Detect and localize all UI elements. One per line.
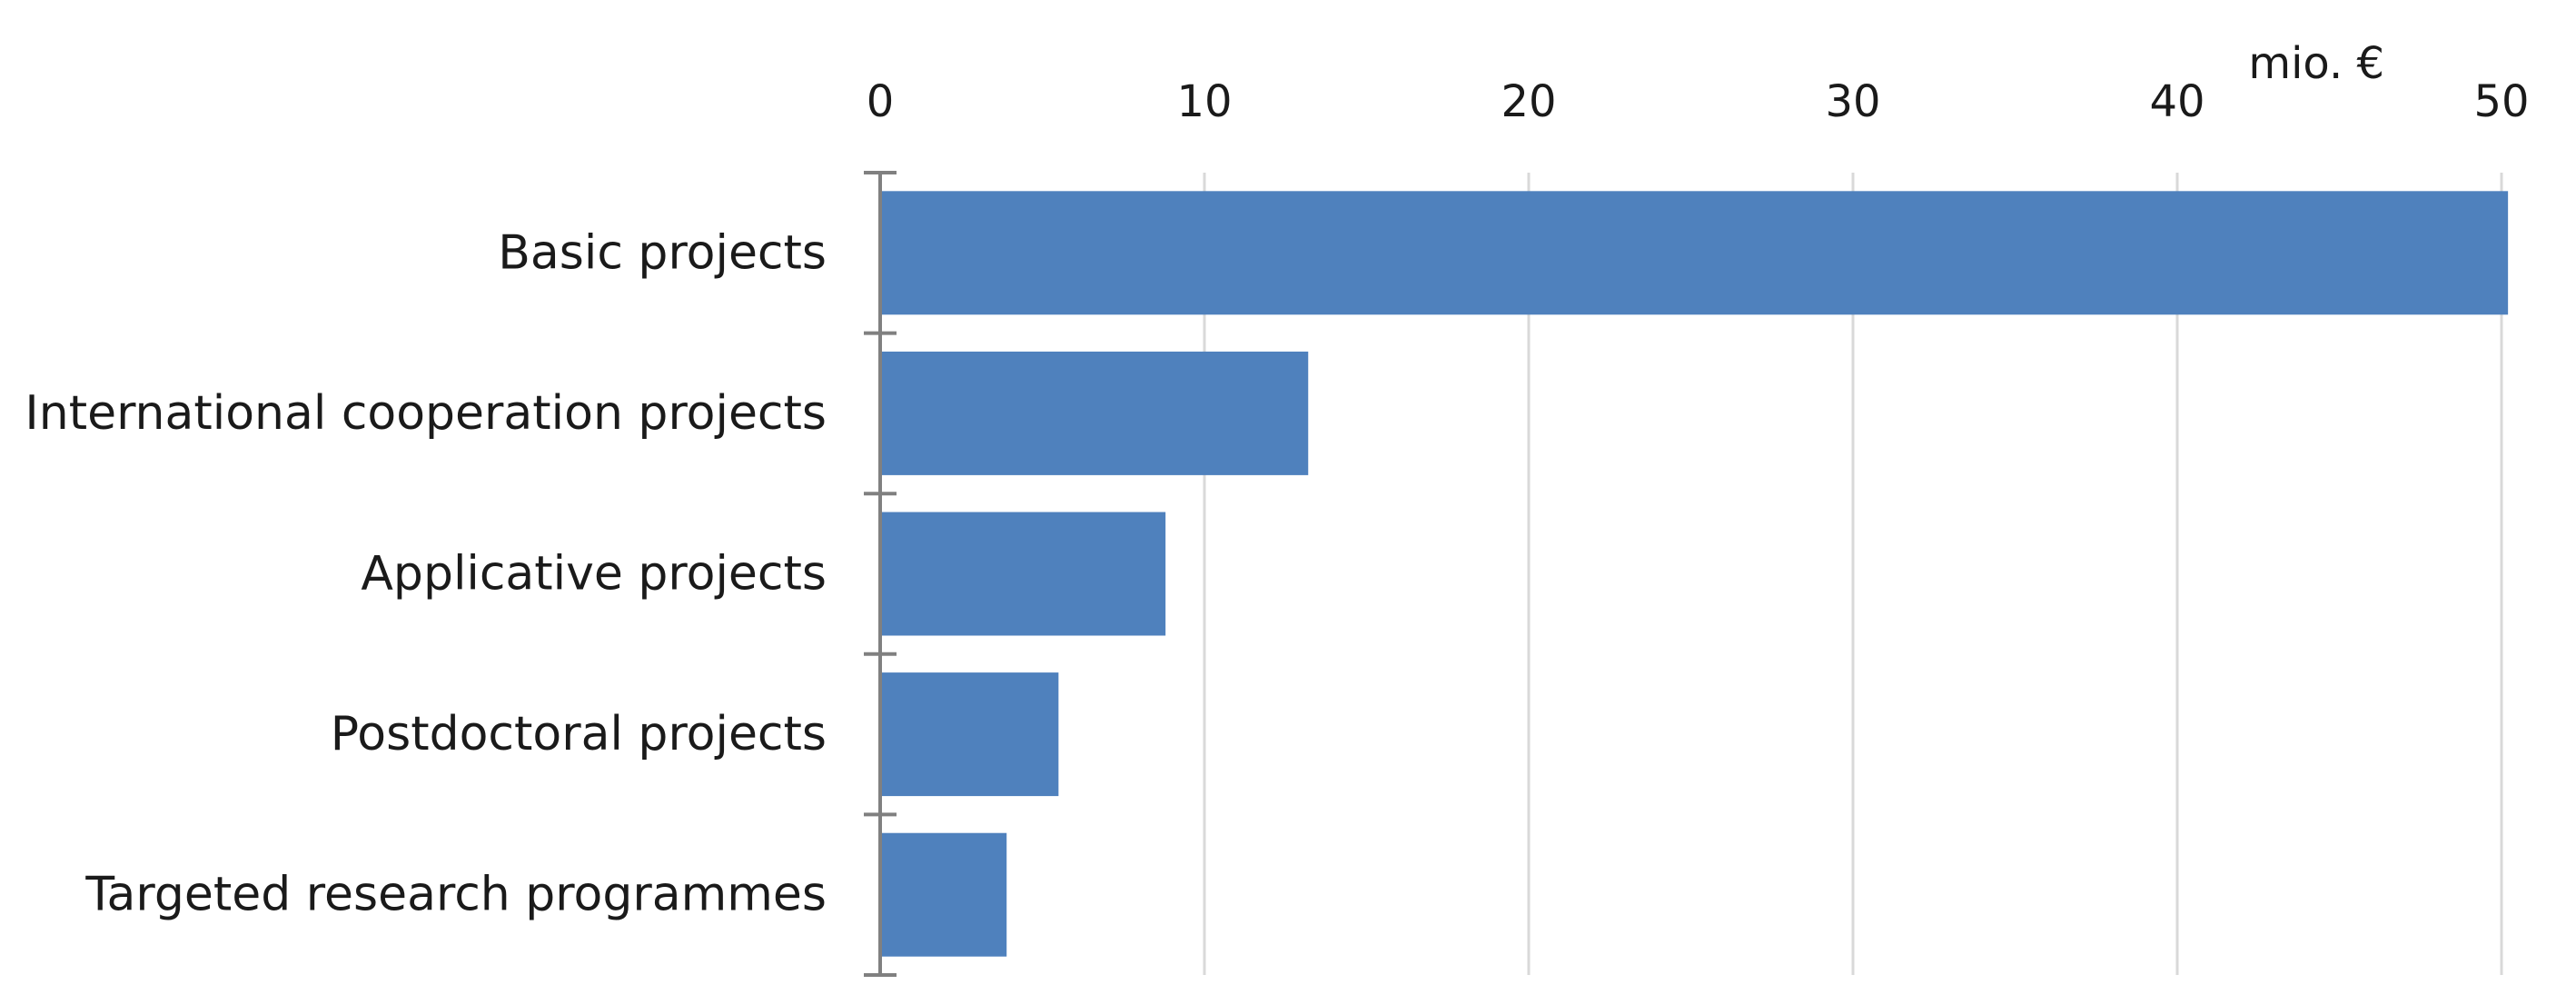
value-axis-tick-labels: 0 10 20 30 40 50 <box>867 76 2530 127</box>
bar-0 <box>880 191 2509 315</box>
category-label-0: Basic projects <box>498 225 827 280</box>
category-label-3: Postdoctoral projects <box>331 707 827 761</box>
unit-label: mio. € <box>2248 38 2384 89</box>
x-tick-label-20: 20 <box>1501 76 1556 127</box>
category-label-4: Targeted research programmes <box>84 868 827 922</box>
x-tick-label-30: 30 <box>1825 76 1880 127</box>
bar-4 <box>880 832 1007 957</box>
bars <box>880 191 2509 957</box>
category-axis <box>864 171 897 977</box>
category-label-1: International cooperation projects <box>25 386 827 441</box>
x-tick-label-10: 10 <box>1176 76 1232 127</box>
bar-2 <box>880 512 1166 636</box>
bar-3 <box>880 672 1059 797</box>
bar-1 <box>880 351 1309 475</box>
category-label-2: Applicative projects <box>361 547 827 602</box>
category-labels: Basic projects International cooperation … <box>25 225 827 921</box>
x-tick-label-40: 40 <box>2149 76 2204 127</box>
x-tick-label-50: 50 <box>2473 76 2529 127</box>
x-tick-label-0: 0 <box>867 76 895 127</box>
